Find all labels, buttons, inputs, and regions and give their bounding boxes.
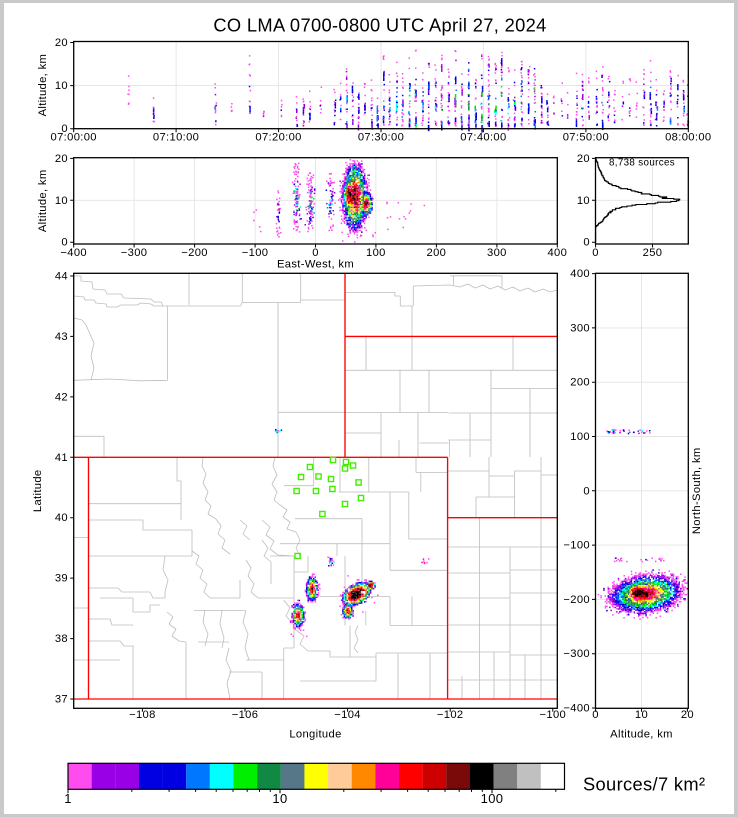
svg-text:100: 100 [481,791,504,806]
svg-text:39: 39 [55,573,68,585]
svg-text:8,738 sources: 8,738 sources [609,158,675,169]
svg-text:250: 250 [643,247,663,259]
svg-text:20: 20 [681,709,694,721]
svg-text:08:00:00: 08:00:00 [665,132,711,144]
svg-text:07:00:00: 07:00:00 [51,132,97,144]
svg-text:07:20:00: 07:20:00 [255,132,301,144]
svg-text:0: 0 [592,709,599,721]
svg-text:20: 20 [55,153,68,165]
svg-text:400: 400 [547,247,567,259]
svg-text:10: 10 [635,709,648,721]
svg-text:200: 200 [427,247,447,259]
svg-text:−300: −300 [121,247,148,259]
svg-text:37: 37 [55,694,68,706]
svg-text:0: 0 [583,237,590,249]
svg-text:−200: −200 [181,247,208,259]
svg-text:Latitude: Latitude [32,469,44,512]
svg-text:Altitude, km: Altitude, km [37,54,49,117]
svg-text:−100: −100 [539,709,566,721]
svg-text:07:30:00: 07:30:00 [358,132,404,144]
svg-text:20: 20 [55,37,68,49]
svg-text:40: 40 [55,512,68,524]
svg-text:−100: −100 [563,540,590,552]
svg-text:44: 44 [55,271,68,283]
svg-text:300: 300 [570,322,590,334]
svg-text:20: 20 [577,153,590,165]
svg-text:10: 10 [272,791,287,806]
svg-text:−400: −400 [60,247,87,259]
svg-text:0: 0 [61,123,68,135]
svg-text:−104: −104 [334,709,361,721]
svg-text:200: 200 [570,377,590,389]
svg-text:10: 10 [577,195,590,207]
svg-text:−300: −300 [563,648,590,660]
svg-text:43: 43 [55,331,68,343]
svg-text:0: 0 [312,247,319,259]
svg-text:Sources/7 km²: Sources/7 km² [583,774,705,795]
svg-text:−108: −108 [129,709,156,721]
svg-text:10: 10 [55,80,68,92]
svg-text:42: 42 [55,391,68,403]
svg-text:0: 0 [583,485,590,497]
svg-text:07:40:00: 07:40:00 [460,132,506,144]
svg-text:−102: −102 [437,709,464,721]
svg-text:10: 10 [55,195,68,207]
svg-text:−106: −106 [232,709,259,721]
svg-text:07:50:00: 07:50:00 [563,132,609,144]
svg-text:−100: −100 [242,247,269,259]
svg-text:41: 41 [55,452,68,464]
svg-text:Altitude, km: Altitude, km [37,169,49,232]
svg-text:CO LMA 0700-0800 UTC April 27,: CO LMA 0700-0800 UTC April 27, 2024 [213,15,546,36]
svg-text:1: 1 [64,791,72,806]
svg-text:07:10:00: 07:10:00 [153,132,199,144]
svg-text:−400: −400 [563,703,590,715]
svg-text:38: 38 [55,633,68,645]
svg-text:−200: −200 [563,594,590,606]
svg-text:East-West, km: East-West, km [277,258,354,270]
svg-text:0: 0 [61,237,68,249]
svg-text:100: 100 [570,431,590,443]
svg-text:Altitude, km: Altitude, km [610,728,673,740]
svg-text:400: 400 [570,268,590,280]
svg-text:100: 100 [366,247,386,259]
svg-text:0: 0 [592,247,599,259]
svg-text:Longitude: Longitude [289,728,341,740]
svg-text:300: 300 [487,247,507,259]
svg-text:North-South, km: North-South, km [691,447,703,534]
